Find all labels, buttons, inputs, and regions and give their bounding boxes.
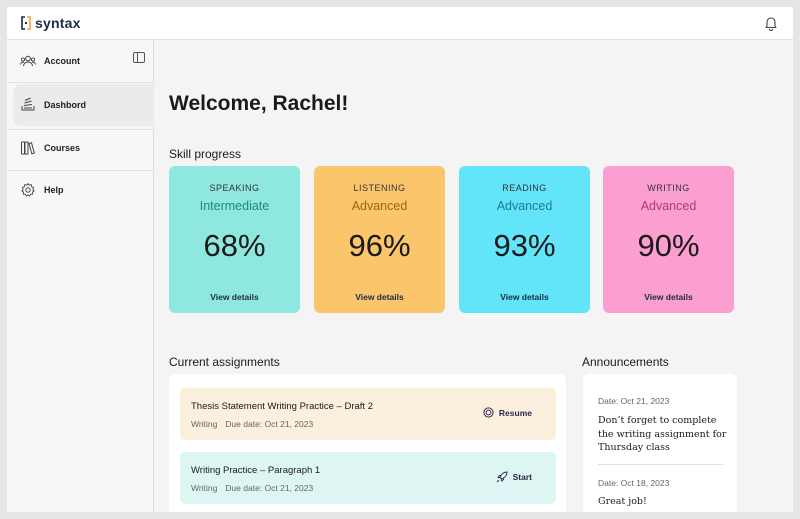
skill-card-reading[interactable]: READING Advanced 93% View details (459, 166, 590, 313)
assignment-card[interactable]: Writing Practice – Paragraph 1 Writing Du… (180, 452, 556, 504)
assignment-title: Writing Practice – Paragraph 1 (191, 465, 321, 476)
skill-category: LISTENING (353, 183, 406, 193)
announcement-text: Don’t forget to complete the writing ass… (598, 415, 727, 453)
assignment-title: Thesis Statement Writing Practice – Draf… (191, 401, 373, 412)
sidebar-collapse-icon[interactable] (133, 52, 145, 63)
skill-category: WRITING (647, 183, 690, 193)
current-assignments-title: Current assignments (169, 355, 280, 369)
view-details-link[interactable]: View details (355, 292, 404, 302)
start-button[interactable]: Start (496, 471, 532, 483)
skill-percent: 96% (348, 228, 411, 263)
page-title: Welcome, Rachel! (169, 92, 349, 115)
announcement-divider (598, 464, 723, 465)
announcements-panel: Date: Oct 21, 2023 Don’t forget to compl… (583, 374, 737, 512)
skill-percent: 93% (493, 228, 556, 263)
view-details-link[interactable]: View details (210, 292, 259, 302)
skill-card-listening[interactable]: LISTENING Advanced 96% View details (314, 166, 445, 313)
skill-percent: 90% (637, 228, 700, 263)
stack-icon (21, 97, 35, 111)
resume-icon (483, 407, 494, 418)
announcement-date: Date: Oct 18, 2023 (598, 478, 670, 488)
logo-icon (21, 16, 31, 30)
skill-progress-title: Skill progress (169, 147, 242, 161)
skill-card-speaking[interactable]: SPEAKING Intermediate 68% View details (169, 166, 300, 313)
assignment-meta: Writing Due date: Oct 21, 2023 (191, 483, 313, 493)
sidebar-item-label: Dashbord (44, 100, 87, 110)
notification-bell-icon[interactable] (763, 15, 779, 31)
skill-category: SPEAKING (209, 183, 260, 193)
skill-level: Intermediate (199, 199, 270, 213)
assignment-type: Writing (191, 483, 218, 493)
skill-level: Advanced (496, 199, 553, 213)
resume-button[interactable]: Resume (483, 407, 532, 418)
books-icon (21, 141, 35, 155)
main-content: Welcome, Rachel! Skill progress SPEAKING… (154, 40, 793, 512)
skill-category: READING (502, 183, 547, 193)
rocket-icon (496, 471, 508, 483)
assignments-panel: Thesis Statement Writing Practice – Draf… (169, 374, 566, 512)
sidebar-item-help[interactable]: Help (7, 169, 154, 211)
announcement-date: Date: Oct 21, 2023 (598, 396, 670, 406)
sidebar-item-account[interactable]: Account (7, 40, 154, 82)
sidebar: Account Dashbord Courses (7, 40, 154, 512)
sidebar-item-label: Help (44, 185, 64, 195)
app-window: syntax Account Dashbord (7, 7, 793, 512)
skill-percent: 68% (203, 228, 266, 263)
sidebar-item-courses[interactable]: Courses (7, 127, 154, 169)
assignment-due-date: Due date: Oct 21, 2023 (225, 419, 314, 429)
announcements-title: Announcements (582, 355, 669, 369)
sidebar-divider (7, 82, 154, 83)
skill-level: Advanced (351, 199, 408, 213)
assignment-type: Writing (191, 419, 218, 429)
assignment-card[interactable]: Thesis Statement Writing Practice – Draf… (180, 388, 556, 440)
sidebar-item-dashboard[interactable]: Dashbord (13, 84, 154, 126)
logo[interactable]: syntax (21, 15, 81, 31)
logo-text: syntax (35, 15, 81, 31)
top-bar: syntax (7, 7, 793, 40)
start-label: Start (512, 472, 532, 482)
resume-label: Resume (498, 407, 532, 418)
sidebar-item-label: Account (44, 56, 80, 66)
view-details-link[interactable]: View details (500, 292, 549, 302)
assignment-due-date: Due date: Oct 21, 2023 (225, 483, 314, 493)
sidebar-divider (7, 129, 154, 130)
gear-icon (21, 183, 35, 197)
sidebar-divider (7, 170, 154, 171)
skill-level: Advanced (640, 199, 697, 213)
sidebar-item-label: Courses (44, 143, 81, 153)
users-icon (20, 55, 36, 67)
announcement-text: Great job! (598, 496, 647, 507)
view-details-link[interactable]: View details (644, 292, 693, 302)
skill-card-writing[interactable]: WRITING Advanced 90% View details (603, 166, 734, 313)
assignment-meta: Writing Due date: Oct 21, 2023 (191, 419, 313, 429)
